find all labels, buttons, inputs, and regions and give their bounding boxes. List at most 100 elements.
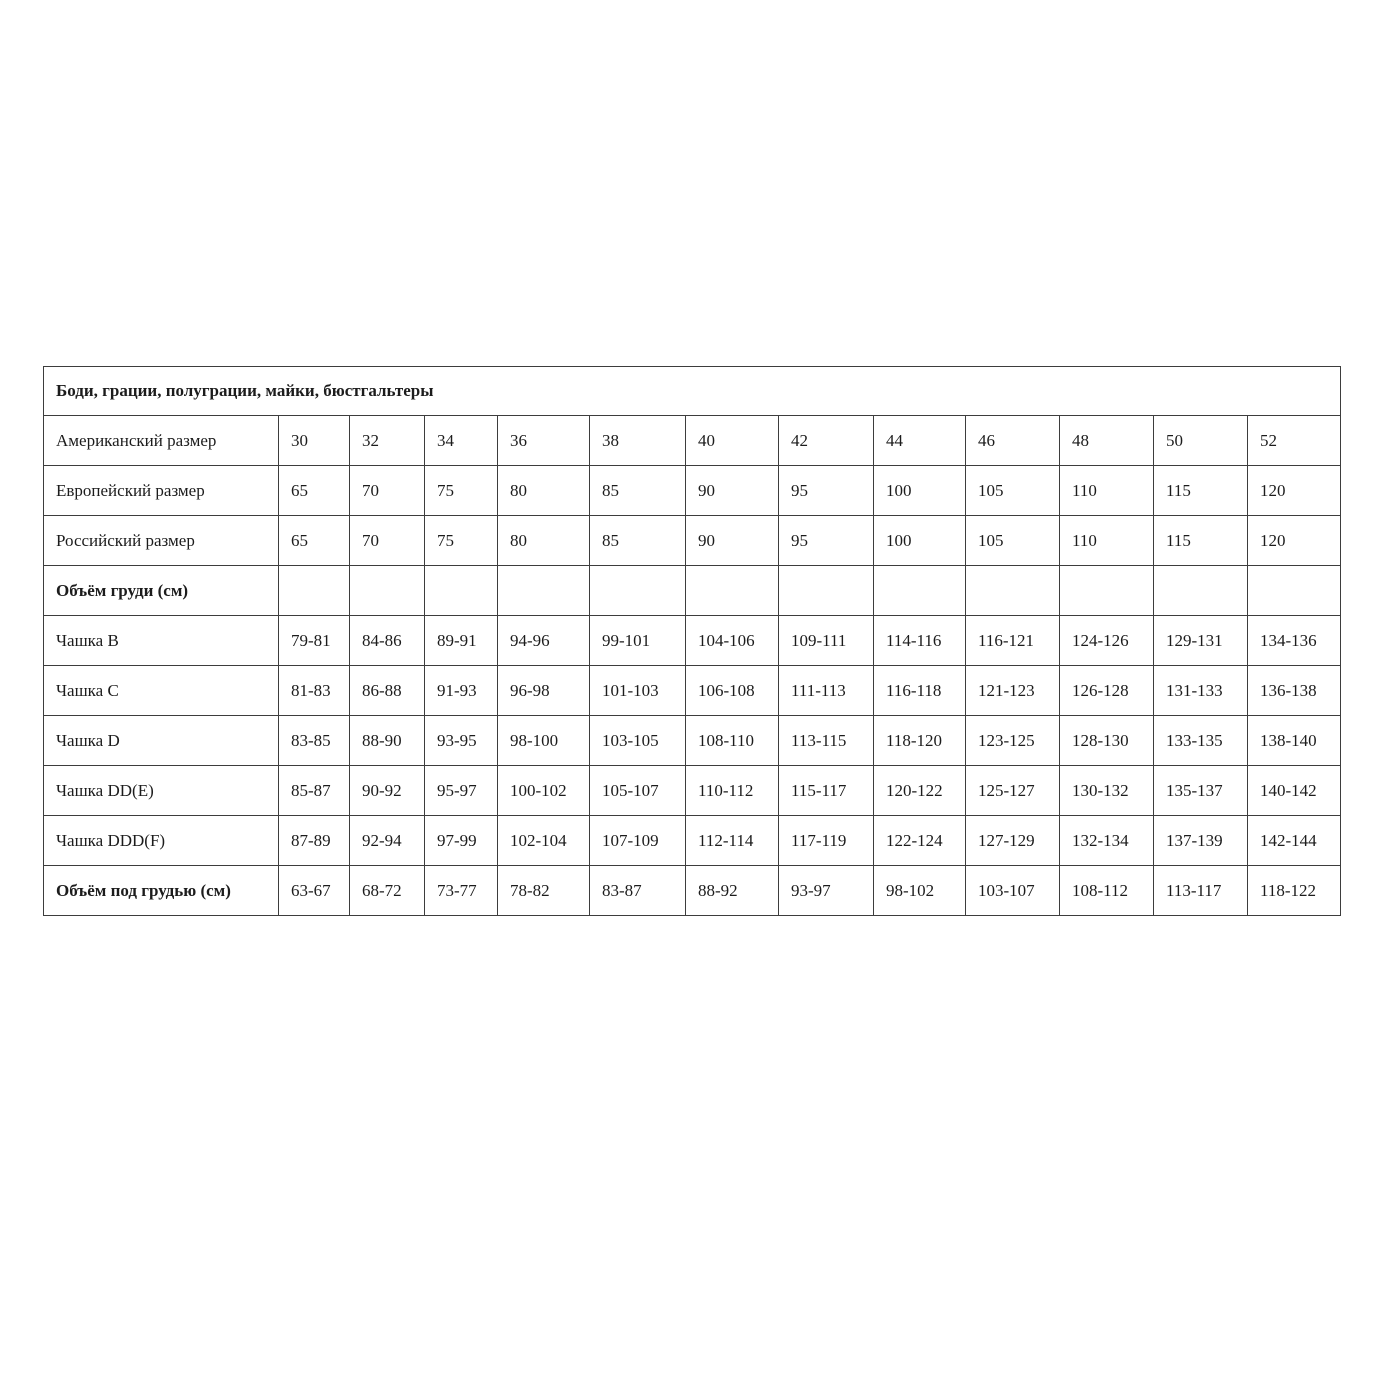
table-cell: 130-132 — [1059, 765, 1154, 816]
table-cell: 30 — [278, 415, 350, 466]
table-cell: 68-72 — [349, 865, 425, 916]
row-label: Объём груди (см) — [43, 565, 279, 616]
table-cell: 75 — [424, 465, 498, 516]
table-cell: 40 — [685, 415, 779, 466]
table-cell: 116-121 — [965, 615, 1060, 666]
table-cell: 125-127 — [965, 765, 1060, 816]
table-cell — [424, 565, 498, 616]
table-cell: 90 — [685, 515, 779, 566]
table-cell: 90 — [685, 465, 779, 516]
table-cell: 103-107 — [965, 865, 1060, 916]
table-cell: 118-122 — [1246, 865, 1342, 916]
table-cell: 42 — [778, 415, 874, 466]
table-cell: 75 — [424, 515, 498, 566]
table-cell: 122-124 — [873, 815, 966, 866]
table-cell: 114-116 — [873, 615, 966, 666]
table-cell: 115-117 — [778, 765, 874, 816]
table-cell — [349, 565, 425, 616]
table-cell: 138-140 — [1246, 715, 1342, 766]
table-cell: 32 — [349, 415, 425, 466]
table-cell: 109-111 — [778, 615, 874, 666]
table-cell: 78-82 — [497, 865, 590, 916]
table-cell: 95 — [778, 515, 874, 566]
table-cell: 108-112 — [1059, 865, 1154, 916]
table-cell: 129-131 — [1153, 615, 1248, 666]
table-cell: 65 — [278, 465, 350, 516]
table-cell: 93-95 — [424, 715, 498, 766]
table-cell: 110 — [1059, 515, 1154, 566]
table-row: Объём под грудью (см) 63-67 68-72 73-77 78-8… — [43, 865, 1342, 916]
table-row: Чашка DDD(F) 87-89 92-94 97-99 102-104 107-10… — [43, 815, 1342, 866]
table-cell: 91-93 — [424, 665, 498, 716]
table-cell: 140-142 — [1246, 765, 1342, 816]
table-cell: 133-135 — [1153, 715, 1248, 766]
table-cell — [497, 565, 590, 616]
table-cell: 83-87 — [589, 865, 686, 916]
table-cell: 105 — [965, 465, 1060, 516]
table-row: Чашка DD(E) 85-87 90-92 95-97 100-102 105-107… — [43, 765, 1342, 816]
table-cell: 79-81 — [278, 615, 350, 666]
table-cell: 97-99 — [424, 815, 498, 866]
table-cell: 95 — [778, 465, 874, 516]
row-label: Чашка D — [43, 715, 279, 766]
table-cell: 118-120 — [873, 715, 966, 766]
table-cell: 100-102 — [497, 765, 590, 816]
table-cell: 85-87 — [278, 765, 350, 816]
table-cell: 136-138 — [1246, 665, 1342, 716]
table-cell: 105-107 — [589, 765, 686, 816]
table-cell: 142-144 — [1246, 815, 1342, 866]
table-cell: 38 — [589, 415, 686, 466]
table-cell: 92-94 — [349, 815, 425, 866]
table-cell: 34 — [424, 415, 498, 466]
table-cell — [685, 565, 779, 616]
table-cell: 50 — [1153, 415, 1248, 466]
table-cell: 88-90 — [349, 715, 425, 766]
table-cell: 106-108 — [685, 665, 779, 716]
table-cell: 104-106 — [685, 615, 779, 666]
table-cell: 70 — [349, 465, 425, 516]
table-cell: 84-86 — [349, 615, 425, 666]
table-cell: 132-134 — [1059, 815, 1154, 866]
table-row: Чашка D 83-85 88-90 93-95 98-100 103-105 108-1… — [43, 715, 1342, 766]
table-cell: 85 — [589, 515, 686, 566]
table-row: Чашка C 81-83 86-88 91-93 96-98 101-103 106-10… — [43, 665, 1342, 716]
table-cell — [1246, 565, 1342, 616]
table-cell: 116-118 — [873, 665, 966, 716]
table-cell: 70 — [349, 515, 425, 566]
row-label: Объём под грудью (см) — [43, 865, 279, 916]
table-cell: 99-101 — [589, 615, 686, 666]
row-label: Американский размер — [43, 415, 279, 466]
table-cell: 121-123 — [965, 665, 1060, 716]
table-cell: 108-110 — [685, 715, 779, 766]
table-cell: 88-92 — [685, 865, 779, 916]
table-cell — [1153, 565, 1248, 616]
table-cell: 115 — [1153, 465, 1248, 516]
table-cell: 90-92 — [349, 765, 425, 816]
table-cell: 65 — [278, 515, 350, 566]
table-cell: 36 — [497, 415, 590, 466]
table-cell: 135-137 — [1153, 765, 1248, 816]
table-cell: 80 — [497, 465, 590, 516]
row-label: Российский размер — [43, 515, 279, 566]
table-cell: 94-96 — [497, 615, 590, 666]
table-cell: 85 — [589, 465, 686, 516]
table-cell — [873, 565, 966, 616]
row-label: Чашка B — [43, 615, 279, 666]
table-cell: 44 — [873, 415, 966, 466]
table-cell: 128-130 — [1059, 715, 1154, 766]
table-cell: 100 — [873, 515, 966, 566]
table-cell: 123-125 — [965, 715, 1060, 766]
table-cell: 120 — [1246, 515, 1342, 566]
table-cell — [1059, 565, 1154, 616]
table-cell: 89-91 — [424, 615, 498, 666]
row-label: Чашка DDD(F) — [43, 815, 279, 866]
table-cell: 120 — [1246, 465, 1342, 516]
table-cell — [278, 565, 350, 616]
row-label: Чашка DD(E) — [43, 765, 279, 816]
table-cell: 126-128 — [1059, 665, 1154, 716]
table-cell: 113-117 — [1153, 865, 1248, 916]
table-cell: 48 — [1059, 415, 1154, 466]
table-cell: 83-85 — [278, 715, 350, 766]
table-cell: 93-97 — [778, 865, 874, 916]
